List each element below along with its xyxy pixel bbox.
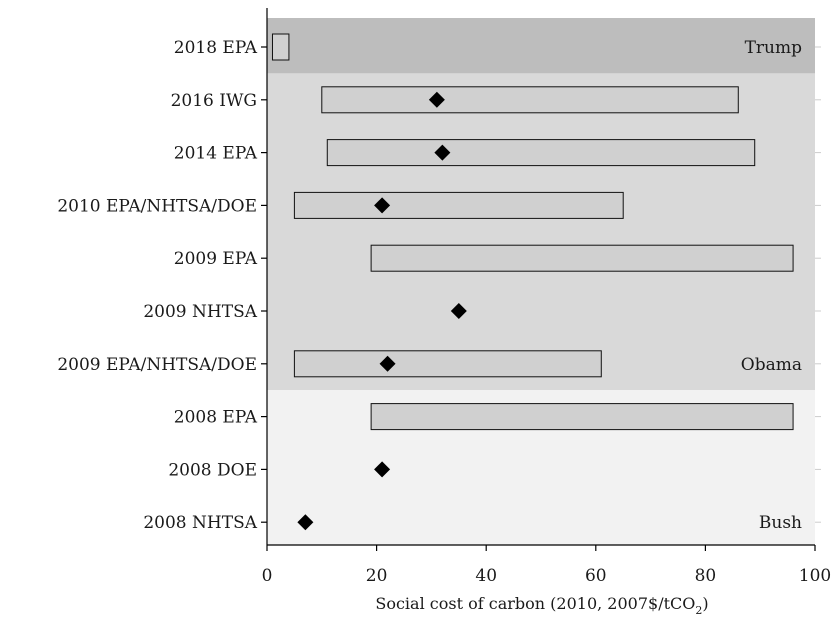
x-ticks: 0 20 40 60 80 100 [262,545,831,586]
central-estimate-marker [434,144,451,161]
central-estimate-marker [428,91,445,108]
central-estimate-marker [374,461,391,478]
axes [266,8,815,546]
era-band-trump [267,18,815,74]
era-bands [267,18,815,545]
central-estimate-marker [450,303,467,319]
x-tick-label: 80 [695,566,717,586]
x-tick-label: 60 [585,566,607,586]
era-band-obama [267,73,815,391]
category-label: 2014 EPA [174,144,258,164]
era-labels: Trump Obama Bush [741,38,802,533]
x-tick-label: 0 [262,566,273,586]
x-tick-label: 100 [799,566,831,586]
category-label: 2010 EPA/NHTSA/DOE [57,196,257,216]
category-label: 2018 EPA [174,38,258,58]
central-estimate-marker [374,197,391,214]
range-bars [271,33,794,431]
category-label: 2009 NHTSA [143,302,257,322]
era-label-trump: Trump [745,38,803,58]
range-bar [293,350,602,378]
x-axis-title: Social cost of carbon (2010, 2007$/tCO2) [375,594,708,617]
range-bar [326,139,756,167]
era-label-bush: Bush [759,513,802,533]
x-tick-label: 20 [366,566,388,586]
range-bar [271,33,290,61]
range-bar [370,244,794,272]
category-label: 2009 EPA/NHTSA/DOE [57,355,257,375]
central-estimate-markers [297,91,467,531]
range-bar [293,191,624,219]
central-estimate-marker [379,355,396,372]
category-label: 2016 IWG [171,91,257,111]
category-label: 2009 EPA [174,249,258,269]
x-tick-label: 40 [475,566,497,586]
category-labels: 2018 EPA 2016 IWG 2014 EPA 2010 EPA/NHTSA/D… [57,38,821,533]
central-estimate-marker [297,514,314,531]
range-bar [321,86,739,114]
era-label-obama: Obama [741,355,802,375]
category-label: 2008 DOE [168,460,257,480]
category-label: 2008 NHTSA [143,513,257,533]
category-label: 2008 EPA [174,408,258,428]
range-bar [370,403,794,431]
